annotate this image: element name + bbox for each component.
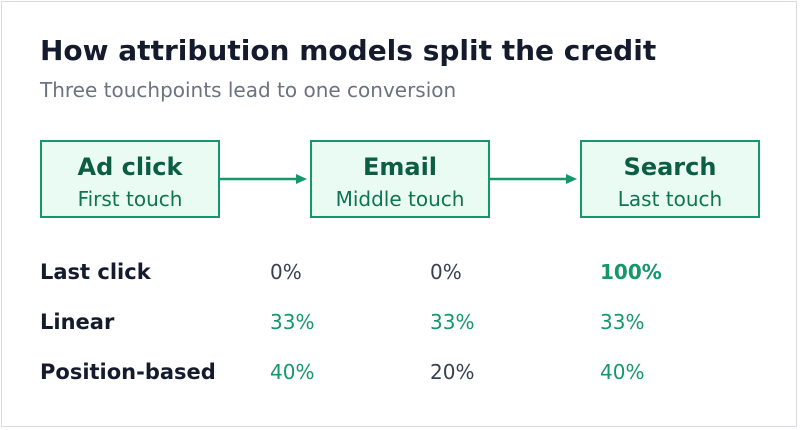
touchpoint-role: Middle touch	[335, 187, 465, 211]
credit-value: 20%	[430, 360, 475, 384]
touchpoint-box-ad-click: Ad click First touch	[40, 140, 220, 218]
touchpoint-box-email: Email Middle touch	[310, 140, 490, 218]
credit-value: 100%	[600, 260, 662, 284]
touchpoint-name: Ad click	[77, 153, 183, 181]
model-label-last-click: Last click	[40, 260, 151, 284]
credit-value: 40%	[270, 360, 315, 384]
model-label-position-based: Position-based	[40, 360, 216, 384]
credit-value: 0%	[430, 260, 462, 284]
credit-value: 0%	[270, 260, 302, 284]
touchpoint-box-search: Search Last touch	[580, 140, 760, 218]
model-label-linear: Linear	[40, 310, 115, 334]
touchpoint-role: Last touch	[617, 187, 723, 211]
credit-value: 40%	[600, 360, 645, 384]
diagram-title: How attribution models split the credit	[40, 34, 657, 67]
credit-value: 33%	[600, 310, 645, 334]
credit-value: 33%	[430, 310, 475, 334]
diagram-subtitle: Three touchpoints lead to one conversion	[40, 78, 457, 102]
touchpoint-name: Email	[362, 153, 438, 181]
touchpoint-role: First touch	[77, 187, 183, 211]
credit-value: 33%	[270, 310, 315, 334]
touchpoint-name: Search	[623, 153, 717, 181]
